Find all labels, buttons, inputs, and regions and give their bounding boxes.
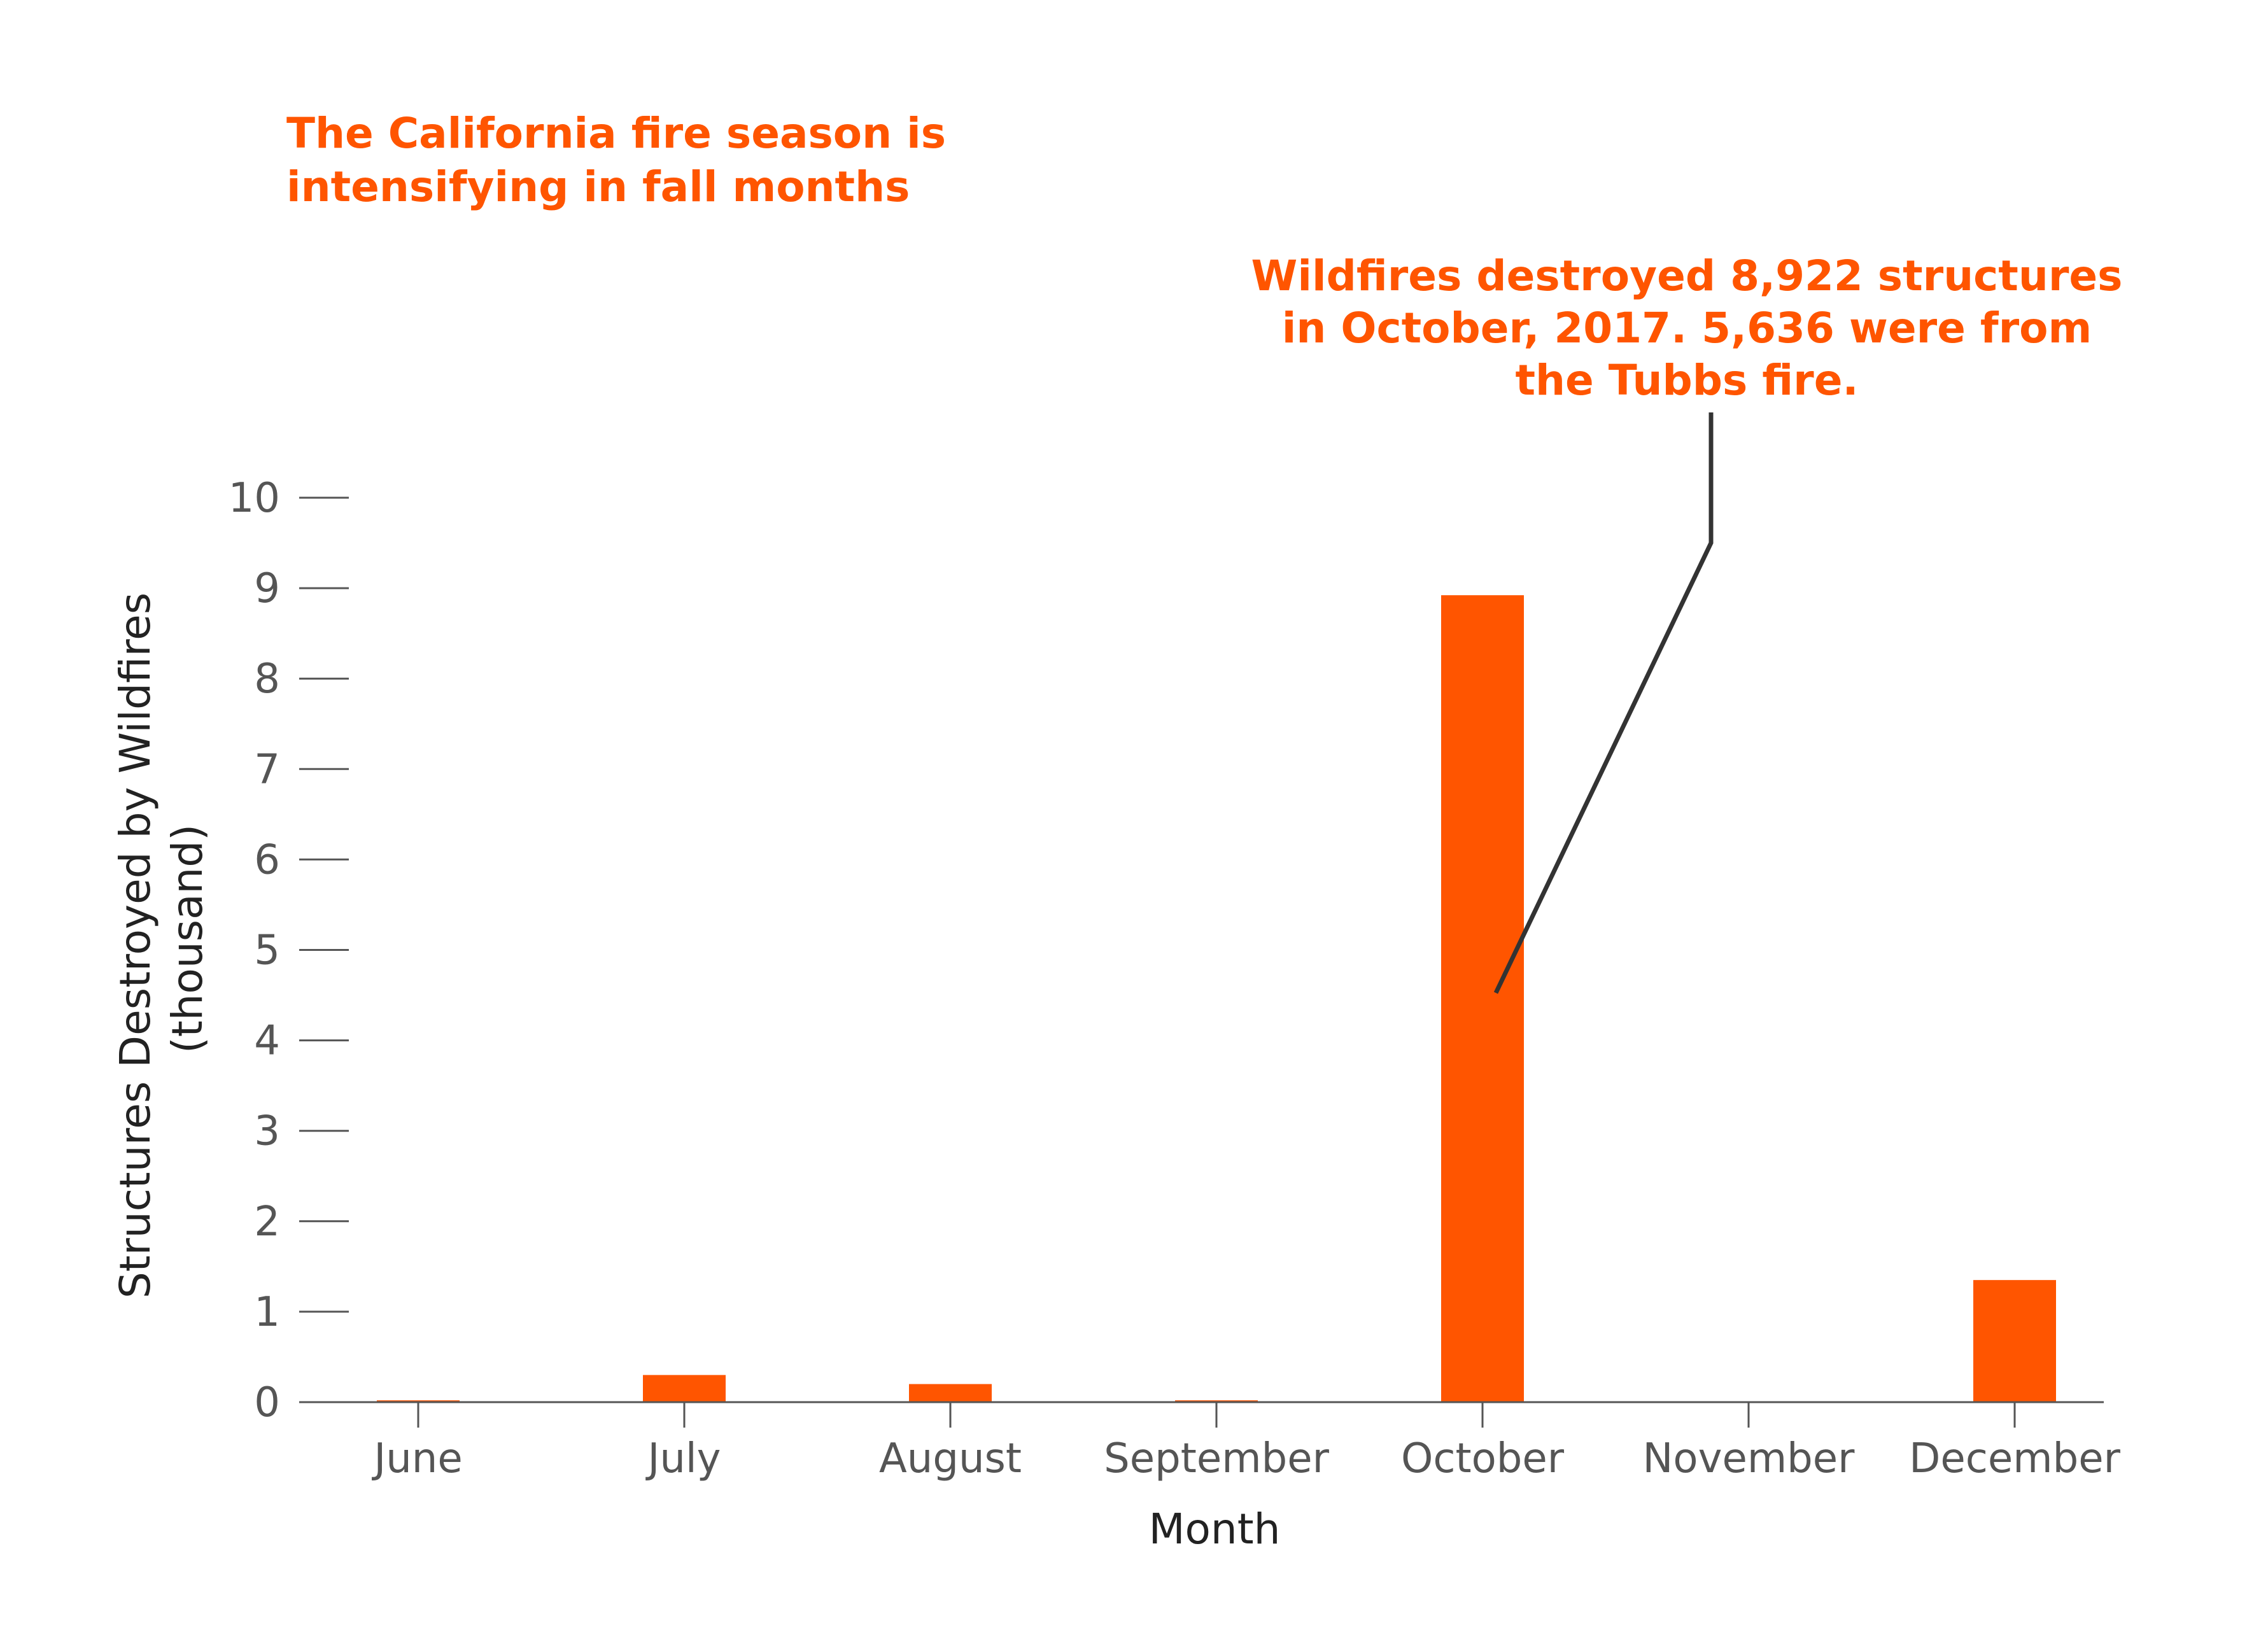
y-tick-label: 9 bbox=[254, 565, 280, 612]
y-tick-label: 8 bbox=[254, 656, 280, 703]
x-tick-label-september: September bbox=[1104, 1435, 1329, 1482]
annotation-line-2: in October, 2017. 5,636 were from bbox=[1281, 304, 2092, 353]
y-tick-label: 7 bbox=[254, 746, 280, 793]
bar-october bbox=[1441, 595, 1524, 1402]
annotation-line-1: Wildfires destroyed 8,922 structures bbox=[1251, 251, 2123, 300]
bar-july bbox=[643, 1375, 726, 1402]
bar-august bbox=[909, 1384, 992, 1402]
october-annotation: Wildfires destroyed 8,922 structures in … bbox=[1178, 250, 2196, 407]
x-tick-label-november: November bbox=[1643, 1435, 1856, 1482]
y-tick-label: 0 bbox=[254, 1379, 280, 1426]
annotation-leader-line bbox=[1493, 412, 1714, 994]
x-tick-label-october: October bbox=[1401, 1435, 1565, 1482]
headline-line-2: intensifying in fall months bbox=[286, 162, 910, 211]
y-tick-label: 4 bbox=[254, 1018, 280, 1065]
x-axis-title: Month bbox=[1149, 1505, 1281, 1554]
y-tick-label: 10 bbox=[229, 475, 280, 522]
y-tick-label: 5 bbox=[254, 927, 280, 974]
x-tick-label-december: December bbox=[1909, 1435, 2121, 1482]
bar-december bbox=[1973, 1280, 2056, 1402]
bars-layer bbox=[377, 595, 2056, 1403]
y-tick-label: 3 bbox=[254, 1108, 280, 1155]
y-axis-title: Structures Destroyed by Wildfires (thous… bbox=[111, 579, 212, 1298]
y-tick-label: 2 bbox=[254, 1198, 280, 1246]
y-axis-title-line-2: (thousand) bbox=[163, 824, 212, 1053]
headline-line-1: The California fire season is bbox=[286, 109, 946, 158]
x-axis: June July August September October November De… bbox=[299, 1401, 2121, 1482]
annotation-line-3: the Tubbs fire. bbox=[1515, 356, 1859, 405]
y-axis-title-line-1: Structures Destroyed by Wildfires bbox=[111, 593, 160, 1298]
y-tick-label: 6 bbox=[254, 836, 280, 883]
x-tick-label-july: July bbox=[645, 1435, 721, 1482]
x-tick-label-august: August bbox=[879, 1435, 1022, 1482]
y-axis: 0 1 2 3 4 5 6 7 8 9 10 bbox=[229, 475, 349, 1426]
y-tick-label: 1 bbox=[254, 1289, 280, 1336]
x-tick-label-june: June bbox=[371, 1435, 462, 1482]
chart-headline: The California fire season is intensifyi… bbox=[286, 107, 987, 214]
